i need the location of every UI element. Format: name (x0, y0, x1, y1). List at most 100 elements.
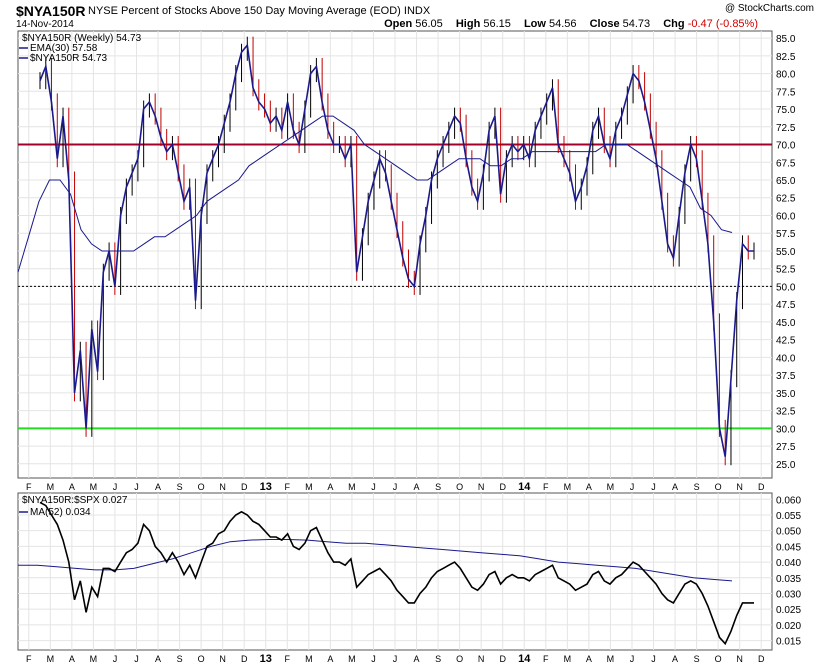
x-tick-label: S (435, 482, 441, 492)
ratio-y-tick-label: 0.060 (776, 495, 801, 506)
y-tick-label: 60.0 (776, 211, 796, 222)
ratio-x-tick-label: 14 (518, 653, 531, 665)
y-tick-label: 80.0 (776, 70, 796, 81)
ratio-x-tick-label: A (69, 654, 75, 664)
ratio-x-tick-label: J (630, 654, 635, 664)
x-tick-label: M (564, 482, 572, 492)
y-tick-label: 25.0 (776, 460, 796, 471)
ratio-x-tick-label: J (651, 654, 656, 664)
ema-legend-label: EMA(30) 57.58 (30, 43, 98, 54)
ratio-x-tick-label: J (134, 654, 139, 664)
watermark: @ StockCharts.com (724, 3, 814, 14)
open-label: Open (384, 18, 413, 30)
x-tick-label: A (327, 482, 333, 492)
ratio-x-tick-label: D (758, 654, 765, 664)
y-tick-label: 65.0 (776, 176, 796, 187)
x-tick-label: A (586, 482, 592, 492)
symbol-title: $NYA150R (16, 3, 86, 19)
x-tick-label: M (90, 482, 98, 492)
x-tick-label: N (219, 482, 226, 492)
exchange-text: INDX (403, 5, 431, 17)
x-tick-label: O (715, 482, 722, 492)
y-tick-label: 77.5 (776, 87, 796, 98)
ratio-x-tick-label: O (198, 654, 205, 664)
ratio-x-tick-label: A (586, 654, 592, 664)
x-tick-label: S (177, 482, 183, 492)
y-tick-label: 67.5 (776, 158, 796, 169)
y-tick-label: 45.0 (776, 318, 796, 329)
ratio-x-tick-label: F (285, 654, 291, 664)
ratio-x-tick-label: M (607, 654, 615, 664)
ratio-y-tick-label: 0.030 (776, 589, 801, 600)
ratio-x-tick-label: A (155, 654, 161, 664)
main-legend: $NYA150R (Weekly) 54.73 EMA(30) 57.58 $N… (19, 33, 142, 64)
x-tick-label: J (651, 482, 656, 492)
ratio-x-tick-label: J (393, 654, 398, 664)
ratio-x-tick-label: O (456, 654, 463, 664)
x-tick-label: O (456, 482, 463, 492)
ratio-x-tick-label: N (219, 654, 226, 664)
ratio-x-tick-label: A (414, 654, 420, 664)
y-tick-label: 47.5 (776, 300, 796, 311)
y-tick-label: 52.5 (776, 265, 796, 276)
x-tick-label: M (607, 482, 615, 492)
low-value: 54.56 (549, 18, 577, 30)
ratio-x-tick-label: M (47, 654, 55, 664)
ratio-y-tick-label: 0.055 (776, 511, 801, 522)
ratio-y-tick-label: 0.040 (776, 558, 801, 569)
ratio-x-tick-label: 13 (260, 653, 272, 665)
x-tick-label: F (543, 482, 549, 492)
ratio-y-tick-label: 0.025 (776, 605, 801, 616)
x-tick-label: A (155, 482, 161, 492)
ratio-x-tick-label: S (177, 654, 183, 664)
ohlc-readout: Open 56.05 High 56.15 Low 54.56 Close 54… (384, 18, 768, 30)
y-tick-label: 40.0 (776, 353, 796, 364)
x-tick-label: 13 (260, 481, 272, 493)
ratio-x-tick-label: S (435, 654, 441, 664)
x-tick-label: N (736, 482, 743, 492)
ratio-y-tick-label: 0.035 (776, 574, 801, 585)
y-tick-label: 82.5 (776, 52, 796, 63)
ratio-y-tick-label: 0.015 (776, 637, 801, 648)
ratio-x-tick-label: N (478, 654, 485, 664)
x-tick-label: D (758, 482, 765, 492)
y-tick-label: 37.5 (776, 371, 796, 382)
ratio-x-tick-label: M (305, 654, 313, 664)
y-tick-label: 72.5 (776, 123, 796, 134)
x-tick-label: 14 (518, 481, 531, 493)
y-tick-label: 50.0 (776, 282, 796, 293)
close-value: 54.73 (622, 18, 651, 30)
y-tick-label: 30.0 (776, 424, 796, 435)
price-legend-label: $NYA150R 54.73 (30, 53, 108, 64)
y-tick-label: 62.5 (776, 194, 796, 205)
ratio-legend-title: $NYA150R:$SPX 0.027 (22, 495, 128, 506)
ratio-x-tick-label: M (90, 654, 98, 664)
ratio-y-tick-label: 0.045 (776, 542, 801, 553)
ratio-x-tick-label: N (736, 654, 743, 664)
chart-date: 14-Nov-2014 (16, 19, 74, 30)
chart-header: $NYA150R NYSE Percent of Stocks Above 15… (0, 0, 820, 32)
y-tick-label: 75.0 (776, 105, 796, 116)
ratio-x-tick-label: S (694, 654, 700, 664)
x-tick-label: F (285, 482, 291, 492)
ma-legend-label: MA(52) 0.034 (30, 507, 91, 518)
y-tick-label: 27.5 (776, 442, 796, 453)
ratio-x-tick-label: F (543, 654, 549, 664)
symbol-description: NYSE Percent of Stocks Above 150 Day Mov… (88, 5, 430, 17)
x-tick-label: D (499, 482, 506, 492)
ratio-y-tick-label: 0.020 (776, 621, 801, 632)
x-tick-label: F (26, 482, 32, 492)
x-tick-label: M (348, 482, 356, 492)
description-text: NYSE Percent of Stocks Above 150 Day Mov… (88, 5, 401, 17)
ratio-x-tick-label: M (348, 654, 356, 664)
x-tick-label: A (69, 482, 75, 492)
x-tick-label: J (134, 482, 139, 492)
x-tick-label: J (630, 482, 635, 492)
ratio-x-tick-label: D (241, 654, 248, 664)
y-tick-label: 70.0 (776, 141, 796, 152)
ratio-x-tick-label: F (26, 654, 32, 664)
chg-value: -0.47 (-0.85%) (687, 18, 758, 30)
y-tick-label: 35.0 (776, 389, 796, 400)
low-label: Low (523, 18, 546, 30)
x-tick-label: J (371, 482, 376, 492)
